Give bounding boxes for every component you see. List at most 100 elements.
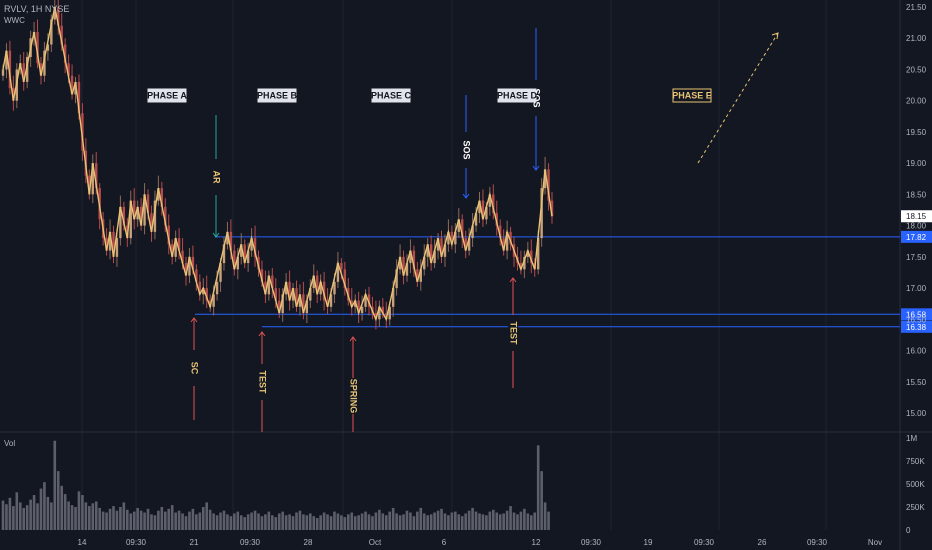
time-tick-label: 09:30 bbox=[694, 538, 715, 547]
wyckoff-phases: PHASE A PHASE B PHASE C PHASE D PHASE E bbox=[147, 88, 712, 103]
price-tick-label: 20.00 bbox=[906, 97, 927, 106]
symbol-title[interactable]: RVLV, 1H NYSE bbox=[4, 4, 70, 14]
annotation-arrowhead bbox=[349, 336, 357, 342]
candle-body bbox=[543, 169, 547, 189]
phase-box bbox=[672, 88, 712, 103]
volume-bar bbox=[371, 516, 374, 530]
volume-bar bbox=[233, 513, 236, 530]
candle-body bbox=[233, 250, 236, 270]
candle-body bbox=[112, 231, 115, 257]
volume-bar bbox=[236, 511, 240, 530]
candle-body bbox=[250, 238, 253, 251]
volume-bar bbox=[533, 512, 537, 530]
candle-body bbox=[46, 44, 50, 51]
volume-bar bbox=[226, 514, 229, 530]
volume-bar bbox=[253, 510, 257, 530]
annotation-label-bg bbox=[257, 364, 267, 400]
price-tick-label: 17.50 bbox=[906, 253, 927, 262]
time-tick-label: Oct bbox=[369, 538, 382, 547]
volume-bar bbox=[326, 514, 329, 530]
volume-bar bbox=[464, 513, 467, 530]
annotation-arrowhead bbox=[532, 165, 540, 171]
volume-bar bbox=[364, 511, 367, 530]
candle-body bbox=[36, 31, 39, 64]
candle-body bbox=[495, 213, 498, 226]
volume-bar bbox=[277, 513, 281, 530]
candle-body bbox=[43, 50, 46, 76]
annotation-label: AR bbox=[212, 171, 222, 184]
time-tick-label: 26 bbox=[758, 538, 767, 547]
time-tick-label: 09:30 bbox=[807, 538, 828, 547]
candle-body bbox=[284, 281, 288, 295]
volume-bar bbox=[485, 515, 488, 530]
volume-bar bbox=[157, 510, 160, 530]
volume-bar bbox=[498, 514, 502, 530]
candle-body bbox=[70, 75, 74, 95]
annotation-label-bg bbox=[189, 350, 199, 386]
volume-bar bbox=[163, 511, 167, 530]
level-price-tag bbox=[901, 308, 932, 321]
volume-bar bbox=[429, 514, 433, 530]
candle-body bbox=[530, 250, 533, 264]
phase-label: PHASE C bbox=[371, 91, 412, 101]
candle-body bbox=[402, 256, 405, 276]
candle-body bbox=[419, 269, 422, 282]
volume-bar bbox=[239, 515, 243, 530]
volume-bar bbox=[388, 511, 392, 530]
candle-body bbox=[426, 244, 429, 257]
candle-body bbox=[509, 231, 512, 245]
markup-projection-arrow bbox=[697, 32, 779, 164]
volume-bar bbox=[112, 506, 115, 530]
volume-bar bbox=[426, 515, 429, 530]
volume-bar bbox=[402, 514, 405, 530]
candle-body bbox=[1, 69, 5, 76]
candle-body bbox=[333, 281, 336, 295]
volume-tick-label: 750K bbox=[906, 457, 925, 466]
volume-bar bbox=[129, 513, 133, 530]
time-tick-label: 6 bbox=[442, 538, 447, 547]
candle-body bbox=[474, 213, 478, 226]
volume-bar bbox=[181, 513, 184, 530]
candle-body bbox=[160, 188, 164, 207]
candle-body bbox=[208, 300, 212, 307]
volume-bar bbox=[12, 506, 15, 530]
volume-bar bbox=[333, 511, 336, 530]
price-tick-label: 16.50 bbox=[906, 315, 927, 324]
volume-bar bbox=[319, 515, 322, 530]
annotation-label: TEST bbox=[509, 321, 519, 345]
volume-bar bbox=[243, 517, 246, 530]
candle-body bbox=[447, 231, 450, 245]
candle-body bbox=[115, 238, 119, 257]
volume-bar bbox=[267, 511, 271, 530]
candle-body bbox=[63, 44, 67, 64]
annotation-label: SPRING bbox=[349, 379, 359, 414]
volume-bar bbox=[291, 516, 295, 530]
volume-bar bbox=[523, 508, 526, 530]
volume-bar bbox=[529, 515, 533, 530]
price-tick-label: 19.00 bbox=[906, 159, 927, 168]
volume-bar bbox=[205, 502, 209, 530]
annotation-label: TEST bbox=[258, 370, 268, 394]
wyckoff-annotations: SC AR TEST SPRING SOS SOS TEST bbox=[189, 28, 542, 432]
candle-body bbox=[177, 238, 181, 251]
candle-body bbox=[184, 263, 188, 276]
level-price-tag bbox=[901, 320, 932, 333]
phase-label: PHASE B bbox=[257, 91, 298, 101]
volume-bar bbox=[115, 510, 119, 530]
current-price-label: 18.15 bbox=[906, 212, 927, 221]
volume-bar bbox=[257, 513, 260, 530]
volume-bar bbox=[512, 512, 516, 530]
candle-body bbox=[319, 281, 322, 295]
time-tick-label: 12 bbox=[532, 538, 541, 547]
candle-body bbox=[326, 300, 329, 307]
volume-bar bbox=[419, 507, 423, 530]
candle-body bbox=[81, 113, 84, 151]
volume-bar bbox=[381, 513, 385, 530]
candle-body bbox=[461, 219, 464, 239]
volume-pane-label: Vol bbox=[4, 439, 16, 448]
candle-body bbox=[343, 269, 347, 289]
candle-body bbox=[350, 300, 353, 307]
candle-body bbox=[291, 288, 295, 301]
